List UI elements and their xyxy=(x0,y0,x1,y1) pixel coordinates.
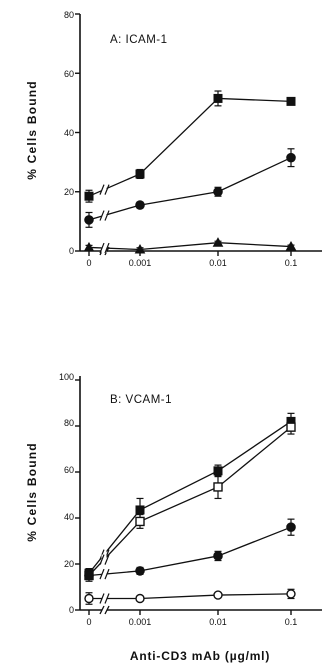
panel-a-series-break-mark xyxy=(99,242,105,254)
panel-a-series-line xyxy=(88,242,292,251)
panel-a-data-point xyxy=(286,96,296,106)
panel-a-title: A: ICAM-1 xyxy=(110,34,168,46)
panel-a-data-point xyxy=(135,200,145,210)
panel-b-series-line xyxy=(88,420,292,574)
panel-a-series-filled-square xyxy=(84,90,296,203)
panel-b-xtick-label: 0 xyxy=(86,617,91,627)
panel-b-series-filled-circle xyxy=(84,518,296,581)
panel-a-series-filled-triangle xyxy=(83,237,297,254)
panel-b-data-point xyxy=(84,570,94,581)
panel-b-series-break-mark xyxy=(99,568,105,580)
panel-b-xtick-label: 0.1 xyxy=(285,617,298,627)
panel-b-plot xyxy=(75,379,296,615)
panel-b-ytick-label: 60 xyxy=(64,465,74,475)
panel-b-series-break-gap xyxy=(101,569,107,580)
panel-a-series-break-mark xyxy=(104,242,110,254)
panel-a-series-break-mark xyxy=(104,210,110,221)
panel-b-axis-break xyxy=(99,605,110,615)
panel-a-ytick-label: 80 xyxy=(64,10,74,20)
panel-a-series-break-gap xyxy=(101,184,107,195)
panel-b-data-point xyxy=(135,566,145,576)
panel-b-ytick-label: 40 xyxy=(64,512,74,522)
panel-a-data-point xyxy=(134,243,146,254)
panel-b-data-point xyxy=(213,590,223,600)
panel-b-series-open-square xyxy=(84,419,296,582)
panel-b-data-point xyxy=(286,589,296,599)
panel-a-x-ticks: 0 0.001 0.01 0.1 xyxy=(86,258,297,268)
panel-b-data-point xyxy=(84,593,94,604)
panel-b-ytick-label: 20 xyxy=(64,559,74,569)
panel-b-data-point xyxy=(135,505,145,515)
panel-a-data-point xyxy=(83,241,95,252)
panel-b-ytick-label: 0 xyxy=(69,605,74,615)
panel-b-data-point xyxy=(213,466,223,476)
panel-b-xtick-label: 0.001 xyxy=(129,617,152,627)
panel-a-series-break-mark xyxy=(99,210,105,221)
panel-b-series-filled-square xyxy=(84,412,296,579)
panel-a-ytick-label: 40 xyxy=(64,128,74,138)
panel-a-ytick-label: 20 xyxy=(64,187,74,197)
panel-b-series-line xyxy=(88,526,292,577)
panel-a-data-point xyxy=(213,186,223,197)
panel-a-data-point xyxy=(212,237,224,247)
panel-b-series-break-gap xyxy=(101,593,107,604)
panel-b-series-break-mark xyxy=(104,568,110,580)
panel-b-series-break-mark xyxy=(99,549,105,560)
panel-a-ytick-label: 60 xyxy=(64,69,74,79)
panel-a-series-break-gap xyxy=(101,210,107,221)
panel-a-series-line xyxy=(88,97,292,197)
panel-a-series-break-mark xyxy=(104,184,110,195)
panel-b-title: B: VCAM-1 xyxy=(110,394,172,406)
panel-a-data-point xyxy=(213,93,223,103)
panel-b-series-break-mark xyxy=(104,593,110,604)
panel-b-series-break-mark xyxy=(104,554,110,565)
panel-b-data-point xyxy=(213,551,223,561)
panel-a-y-ticks: 0 20 40 60 80 xyxy=(64,10,74,256)
x-axis-label: Anti-CD3 mAb (µg/ml) xyxy=(130,649,270,663)
panel-a-series-filled-circle xyxy=(84,148,296,228)
panel-b-ytick-label: 100 xyxy=(59,372,74,382)
panel-a-plot xyxy=(75,13,297,256)
panel-a-series-line xyxy=(88,157,292,221)
panel-b-series-line xyxy=(89,593,292,600)
panel-b-data-point xyxy=(286,522,296,533)
panel-a-ytick-label: 0 xyxy=(69,246,74,256)
panel-a-xtick-label: 0 xyxy=(86,258,91,268)
panel-b-series-break-gap xyxy=(101,549,107,560)
panel-b-data-point xyxy=(135,593,145,604)
panel-b-series-open-circle xyxy=(84,588,296,605)
panel-b: B: VCAM-1 0 20 40 60 80 100 0 0.001 0.01… xyxy=(25,372,322,663)
panel-b-xtick-label: 0.01 xyxy=(209,617,227,627)
panel-b-series-line xyxy=(88,426,292,576)
panel-a-data-point xyxy=(84,191,94,201)
panel-a-data-point xyxy=(285,241,297,251)
panel-b-y-ticks: 0 20 40 60 80 100 xyxy=(59,372,74,615)
panel-a-data-point xyxy=(286,152,296,163)
panel-b-y-axis-label: % Cells Bound xyxy=(25,442,39,542)
panel-a-data-point xyxy=(135,169,145,179)
panel-b-series-break-mark xyxy=(99,593,105,604)
panel-a-series-break-gap xyxy=(101,243,107,254)
panel-b-data-point xyxy=(286,422,296,432)
panel-a-xtick-label: 0.01 xyxy=(209,258,227,268)
panel-b-x-ticks: 0 0.001 0.01 0.1 xyxy=(86,617,297,627)
panel-b-data-point xyxy=(135,516,145,527)
panel-b-data-point xyxy=(213,482,223,492)
panel-b-series-break-gap xyxy=(101,554,107,565)
panel-a-xtick-label: 0.1 xyxy=(285,258,298,268)
panel-a-series-break-mark xyxy=(99,184,105,195)
panel-a-y-axis-label: % Cells Bound xyxy=(25,80,39,180)
panel-a-xtick-label: 0.001 xyxy=(129,258,152,268)
panel-a-data-point xyxy=(84,215,94,225)
panel-a: A: ICAM-1 0 20 40 60 80 0 0.001 0.01 0.1… xyxy=(25,10,322,268)
panel-b-ytick-label: 80 xyxy=(64,418,74,428)
panel-b-series-break-mark xyxy=(99,554,105,565)
